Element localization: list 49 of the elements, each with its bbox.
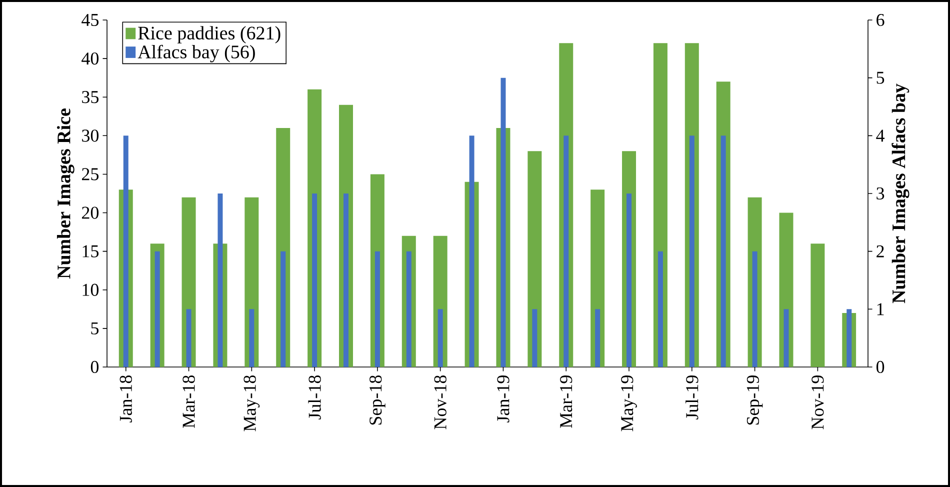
y2-tick-label: 1 bbox=[877, 303, 884, 316]
bar bbox=[280, 251, 286, 367]
legend-label: Alfacs bay (56) bbox=[138, 44, 255, 62]
y-tick-label: 45 bbox=[82, 14, 99, 26]
x-tick-label: May-19 bbox=[621, 376, 637, 432]
y2-tick-label: 4 bbox=[876, 130, 885, 142]
bar bbox=[595, 309, 600, 367]
y-tick-label: 25 bbox=[82, 168, 99, 180]
bar bbox=[564, 136, 569, 367]
bar bbox=[658, 251, 663, 367]
y2-tick-label: 6 bbox=[876, 14, 884, 26]
bar bbox=[810, 244, 825, 367]
bar bbox=[784, 309, 789, 367]
bar bbox=[186, 309, 192, 367]
y-tick-label: 20 bbox=[82, 206, 99, 219]
y2-tick-label: 3 bbox=[876, 187, 884, 200]
bar bbox=[312, 193, 318, 367]
bar bbox=[532, 309, 538, 367]
x-tick-label: Mar-19 bbox=[560, 376, 572, 428]
bar bbox=[689, 136, 694, 367]
y2-tick-label: 0 bbox=[876, 360, 884, 374]
x-tick-label: May-18 bbox=[244, 375, 260, 432]
x-tick-label: Sep-18 bbox=[370, 375, 386, 425]
y-tick-label: 10 bbox=[82, 284, 99, 296]
bar bbox=[438, 309, 443, 367]
bar bbox=[752, 251, 758, 367]
y-tick-label: 5 bbox=[91, 322, 99, 334]
x-tick-label: Sep-19 bbox=[746, 376, 763, 425]
bar bbox=[344, 193, 348, 367]
x-tick-label: Mar-18 bbox=[182, 375, 195, 428]
y-tick-label: 15 bbox=[82, 245, 99, 258]
bar bbox=[528, 151, 542, 367]
y2-tick-label: 5 bbox=[876, 72, 884, 84]
y-tick-label: 40 bbox=[82, 52, 99, 65]
y2-axis-title: Number Images Alfacs bay bbox=[892, 84, 910, 304]
x-tick-label: Jan-19 bbox=[497, 376, 510, 422]
x-tick-label: Jul-18 bbox=[308, 375, 321, 420]
bar bbox=[374, 251, 380, 367]
y-tick-label: 30 bbox=[82, 130, 99, 142]
x-tick-label: Jul-19 bbox=[686, 376, 698, 420]
y-tick-label: 35 bbox=[82, 91, 99, 104]
x-tick-label: Jan-18 bbox=[120, 375, 132, 422]
x-tick-label: Nov-18 bbox=[434, 375, 446, 430]
y2-tick-label: 2 bbox=[876, 245, 884, 258]
y-tick-label: 0 bbox=[90, 360, 99, 374]
bar bbox=[249, 309, 254, 367]
y-axis-title: Number Images Rice bbox=[56, 108, 74, 279]
legend-label: Rice paddies (621) bbox=[138, 26, 280, 44]
x-tick-label: Nov-19 bbox=[812, 376, 824, 430]
